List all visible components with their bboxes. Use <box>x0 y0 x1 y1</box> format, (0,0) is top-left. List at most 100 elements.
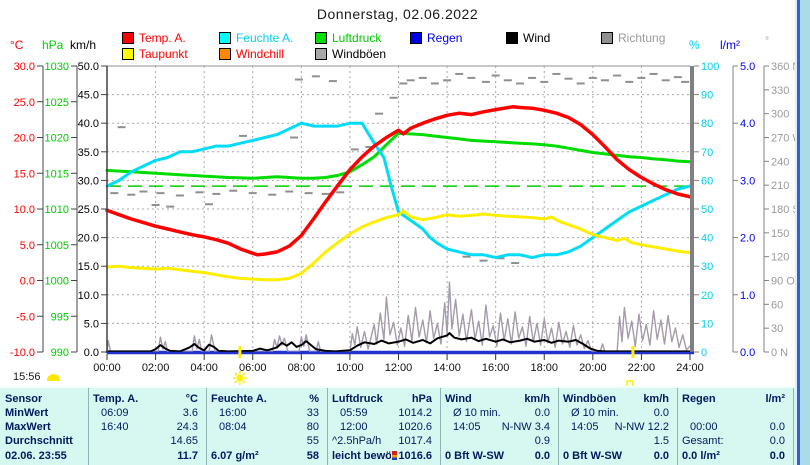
degrees-axis-unit: ° <box>765 36 769 47</box>
series-wind <box>106 332 691 353</box>
table-cell-text: ^2.5hPa/h <box>332 435 382 447</box>
axis-tick-label: 15.0 <box>14 168 35 180</box>
window-edge-line <box>797 0 800 465</box>
axis-tick-label: 2.0 <box>740 233 755 245</box>
axis-tick-label: 0 <box>701 347 707 359</box>
table-cell-text: 00:00 <box>690 421 718 433</box>
table-cell-value: 1016.6 <box>398 450 432 462</box>
axis-tick-label: 0.0 <box>740 347 755 359</box>
table-cell-text: 16:40 <box>101 421 129 433</box>
table-column-separator <box>327 388 328 465</box>
axis-tick-label: 1010 <box>45 204 69 216</box>
legend-color-swatch <box>410 32 422 44</box>
axis-tick-label: 50.0 <box>78 61 99 73</box>
table-column-separator <box>88 388 89 465</box>
series-windb-en <box>106 281 691 353</box>
table-cell-value: 14.65 <box>170 435 198 447</box>
axis-tick-label: 20.0 <box>78 233 99 245</box>
axis-tick-label: 4.0 <box>740 118 755 130</box>
table-cell-text: 16:00 <box>219 407 247 419</box>
legend-label: Richtung <box>618 31 666 45</box>
axis-tick-label: 5.0 <box>84 318 99 330</box>
legend-color-swatch <box>122 48 134 60</box>
table-cell-value: 0.0 <box>653 450 669 462</box>
weather-condition-icon <box>46 373 60 381</box>
page-title: Donnerstag, 02.06.2022 <box>316 6 479 22</box>
table-cell-text: 14:05 <box>571 421 599 433</box>
axis-tick-label: -5.0 <box>16 311 35 323</box>
table-cell-value: 1017.4 <box>398 435 432 447</box>
legend-label: Wind <box>523 31 551 45</box>
sunrise-icon <box>242 372 246 376</box>
table-cell: Temp. A. °C <box>93 393 198 406</box>
axis-tick-label: 40.0 <box>78 118 99 130</box>
table-column-separator <box>793 388 794 465</box>
table-cell-text: MaxWert <box>5 421 51 433</box>
table-cell: Windböen km/h <box>563 393 669 406</box>
table-cell-value: 0.0 <box>769 450 785 462</box>
kmh-axis-unit: km/h <box>70 38 97 52</box>
table-cell-value: 1.5 <box>653 435 669 447</box>
axis-tick-label: 25.0 <box>14 97 35 109</box>
axis-tick-label: 990 <box>51 347 69 359</box>
legend-item-wind: Wind <box>506 31 550 45</box>
legend-label: Regen <box>427 31 463 45</box>
axis-tick-label: 20.0 <box>14 133 35 145</box>
sunrise-icon <box>234 380 238 384</box>
axis-tick-label: 04:00 <box>190 362 218 374</box>
table-cell: 12:00 1020.6 <box>340 421 432 434</box>
axis-tick-label: 3.0 <box>740 175 755 187</box>
axis-tick-label: 30 <box>701 261 713 273</box>
table-cell-value: hPa <box>411 393 432 405</box>
table-cell: MaxWert <box>5 421 86 434</box>
axis-tick-label: 02:00 <box>142 362 170 374</box>
table-cell: Gesamt: 0.0 <box>682 435 785 448</box>
axis-tick-label: 08:00 <box>288 362 316 374</box>
series-feuchte-a- <box>105 121 692 260</box>
series-luftdruck <box>105 131 692 180</box>
table-cell-value: 0.0 <box>769 421 785 433</box>
table-cell-text: 0 Bft W-SW <box>445 450 505 462</box>
axis-tick-label: 20:00 <box>579 362 607 374</box>
axis-tick-label: 60 <box>701 175 713 187</box>
table-cell-value: 33 <box>306 407 319 419</box>
table-cell-text: 6.07 g/m² <box>211 450 259 462</box>
axis-tick-label: 22:00 <box>628 362 656 374</box>
table-cell-value: 58 <box>306 450 319 462</box>
axis-tick-label: 06:00 <box>239 362 267 374</box>
table-cell: 14.65 <box>93 435 198 448</box>
table-cell-text: 05:59 <box>340 407 368 419</box>
table-cell-text: leicht bewölk <box>332 450 392 462</box>
axis-tick-label: 1020 <box>45 133 69 145</box>
table-cell: 14:05 N-NW 12.2 <box>571 421 669 434</box>
table-cell: 6.07 g/m² 58 <box>211 450 319 463</box>
table-cell-value: 11.7 <box>177 450 198 462</box>
pressure-trend-icon <box>392 451 398 460</box>
axis-tick-label: 210 <box>771 180 789 192</box>
table-column-separator <box>558 388 559 465</box>
axis-tick-label: 300 <box>771 109 789 121</box>
table-cell: 08:04 80 <box>219 421 319 434</box>
axis-tick-label: 14:00 <box>433 362 461 374</box>
sunrise-icon <box>234 372 238 376</box>
axis-tick-label: 330 <box>771 85 789 97</box>
table-cell-text: Durchschnitt <box>5 435 73 447</box>
axis-tick-label: 12:00 <box>385 362 413 374</box>
table-column-separator <box>440 388 441 465</box>
table-cell: Feuchte A.% <box>211 393 319 406</box>
table-cell: 00:00 0.0 <box>690 421 785 434</box>
lm2-axis-unit: l/m² <box>720 38 740 52</box>
legend-item-taupunkt: Taupunkt <box>122 47 188 61</box>
legend-item-windchill: Windchill <box>219 47 284 61</box>
table-cell-text: 0 Bft W-SW <box>563 450 623 462</box>
table-cell-text: Ø 10 min. <box>571 407 619 419</box>
sensor-stats-table: Sensor MinWert MaxWert Durchschnitt 02.06. 2… <box>0 386 795 465</box>
table-cell-value: l/m² <box>765 393 785 405</box>
legend-color-swatch <box>122 32 134 44</box>
table-cell-text: 08:04 <box>219 421 247 433</box>
axis-tick-label: 1.0 <box>740 290 755 302</box>
table-cell: 16:00 33 <box>219 407 319 420</box>
table-cell-value: km/h <box>643 393 669 405</box>
table-cell: 0 Bft W-SW 0.0 <box>445 450 550 463</box>
table-cell: Regen l/m² <box>682 393 785 406</box>
